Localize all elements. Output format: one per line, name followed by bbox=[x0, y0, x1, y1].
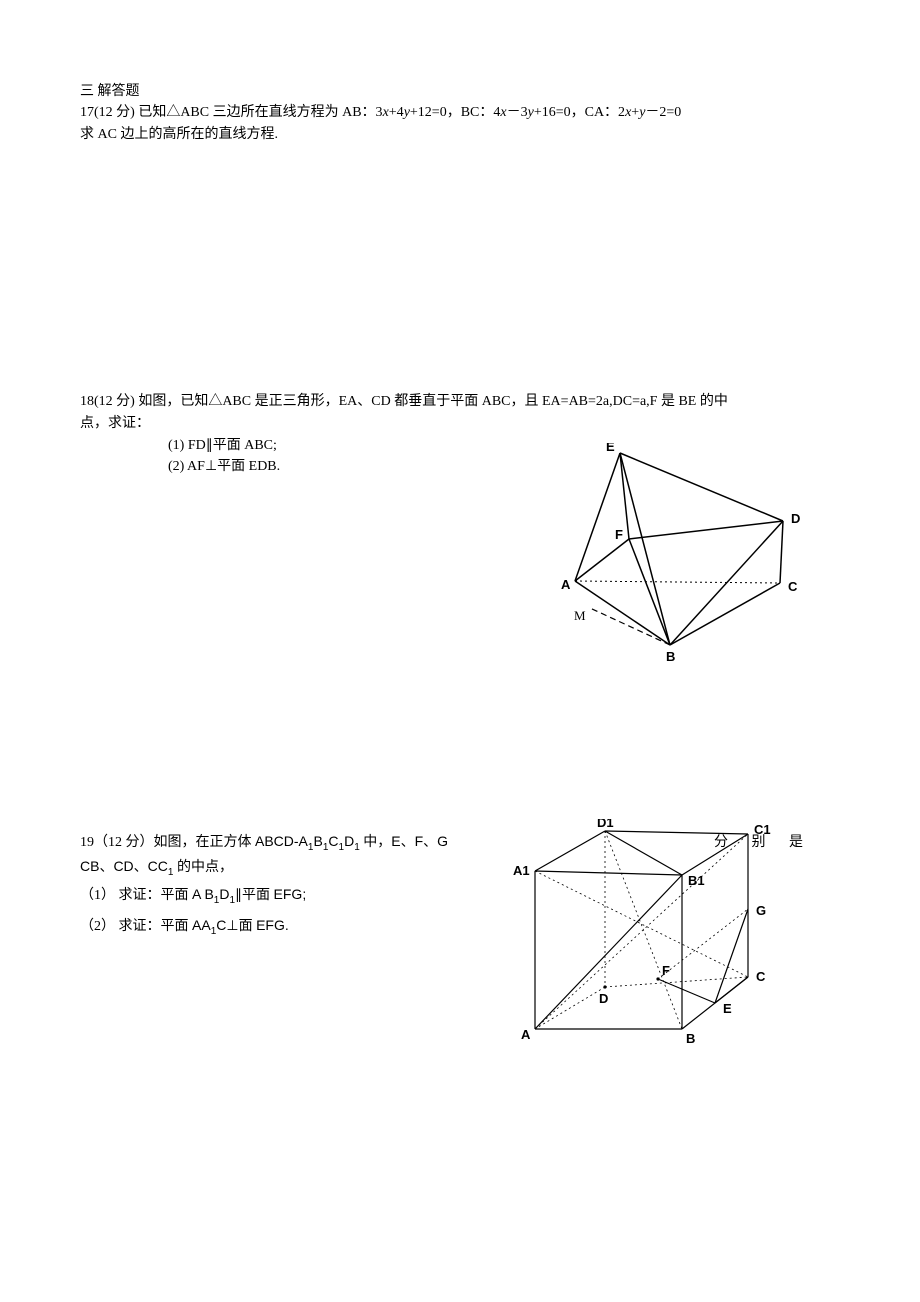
p19-l1-b: ABCD-A bbox=[255, 833, 308, 849]
svg-text:B: B bbox=[686, 1031, 695, 1046]
section-title-text: 三 解答题 bbox=[80, 84, 140, 99]
svg-text:C1: C1 bbox=[754, 822, 771, 837]
p17-l1-c: +12=0，BC：4 bbox=[410, 105, 500, 120]
problem-17-text: 17(12 分) 已知△ABC 三边所在直线方程为 AB：3x+4y+12=0，… bbox=[80, 102, 845, 124]
problem-19: 19（12 分）如图，在正方体 ABCD-A1B1C1D1 中，E、F、G CB… bbox=[80, 831, 845, 1111]
svg-text:A: A bbox=[561, 577, 571, 592]
svg-text:E: E bbox=[723, 1001, 732, 1016]
p17-l1-b: +4 bbox=[389, 105, 404, 120]
p19-l1-g: E、F、G bbox=[391, 833, 448, 849]
p19-figure: D1 C1 A1 B1 G D F C A B E bbox=[500, 819, 800, 1064]
page-root: 三 解答题 17(12 分) 已知△ABC 三边所在直线方程为 AB：3x+4y… bbox=[0, 0, 920, 1151]
svg-text:B1: B1 bbox=[688, 873, 705, 888]
svg-text:C: C bbox=[788, 579, 798, 594]
p19-svg: D1 C1 A1 B1 G D F C A B E bbox=[500, 819, 800, 1059]
p19-i1-d: ∥平面 bbox=[235, 888, 274, 903]
svg-text:D: D bbox=[791, 511, 800, 526]
svg-text:D: D bbox=[599, 991, 608, 1006]
p18-line1: 18(12 分) 如图，已知△ABC 是正三角形，EA、CD 都垂直于平面 AB… bbox=[80, 391, 845, 413]
p19-l1-e: D bbox=[344, 833, 354, 849]
svg-text:F: F bbox=[615, 527, 623, 542]
p17-l1-a: 17(12 分) 已知△ABC 三边所在直线方程为 AB：3 bbox=[80, 105, 383, 120]
p19-i2-a: （2） 求证：平面 bbox=[80, 919, 192, 934]
p18-line2: 点，求证： bbox=[80, 413, 845, 435]
p19-line1: 19（12 分）如图，在正方体 ABCD-A1B1C1D1 中，E、F、G bbox=[80, 831, 490, 855]
p19-i2-d: ⊥面 bbox=[226, 919, 256, 934]
svg-text:M: M bbox=[574, 608, 586, 623]
p19-l1-f: 中， bbox=[360, 835, 392, 850]
problem-17-line2: 求 AC 边上的高所在的直线方程. bbox=[80, 124, 845, 146]
svg-text:F: F bbox=[662, 963, 670, 978]
p19-line2: CB、CD、CC1 的中点， bbox=[80, 856, 490, 880]
svg-text:A: A bbox=[521, 1027, 531, 1042]
p19-l1-c: B bbox=[313, 833, 322, 849]
p19-l1-a: 19（12 分）如图，在正方体 bbox=[80, 835, 255, 850]
p17-l1-d: －3 bbox=[507, 105, 528, 120]
svg-text:D1: D1 bbox=[597, 819, 614, 830]
p17-l1-f: + bbox=[631, 105, 639, 120]
p19-i2-b: AA bbox=[192, 917, 211, 933]
p19-i1-a: （1） 求证：平面 bbox=[80, 888, 192, 903]
p19-i1-c: D bbox=[219, 886, 229, 902]
p17-l1-g: －2=0 bbox=[645, 105, 681, 120]
problem-17: 17(12 分) 已知△ABC 三边所在直线方程为 AB：3x+4y+12=0，… bbox=[80, 102, 845, 145]
section-title: 三 解答题 bbox=[80, 80, 845, 100]
p19-item1: （1） 求证：平面 A B1D1∥平面 EFG; bbox=[80, 880, 490, 911]
p19-l2-b: 的中点， bbox=[173, 860, 233, 875]
p19-i1-e: EFG; bbox=[274, 886, 307, 902]
svg-text:C: C bbox=[756, 969, 766, 984]
svg-text:B: B bbox=[666, 649, 675, 664]
p18-figure: E D F A C M B bbox=[515, 443, 815, 678]
p19-i2-c: C bbox=[216, 917, 226, 933]
svg-text:G: G bbox=[756, 903, 766, 918]
p19-i1-b: A B bbox=[192, 886, 214, 902]
p19-l1-d: C bbox=[328, 833, 338, 849]
p17-l1-e: +16=0，CA：2 bbox=[534, 105, 625, 120]
svg-text:A1: A1 bbox=[513, 863, 530, 878]
p18-svg: E D F A C M B bbox=[515, 443, 815, 673]
p19-item2: （2） 求证：平面 AA1C⊥面 EFG. bbox=[80, 911, 490, 942]
svg-text:E: E bbox=[606, 443, 615, 454]
problem-19-text: 19（12 分）如图，在正方体 ABCD-A1B1C1D1 中，E、F、G CB… bbox=[80, 831, 490, 941]
p19-i2-e: EFG. bbox=[256, 917, 289, 933]
p19-l2-a: CB、CD、CC bbox=[80, 858, 168, 874]
problem-18: 18(12 分) 如图，已知△ABC 是正三角形，EA、CD 都垂直于平面 AB… bbox=[80, 391, 845, 671]
